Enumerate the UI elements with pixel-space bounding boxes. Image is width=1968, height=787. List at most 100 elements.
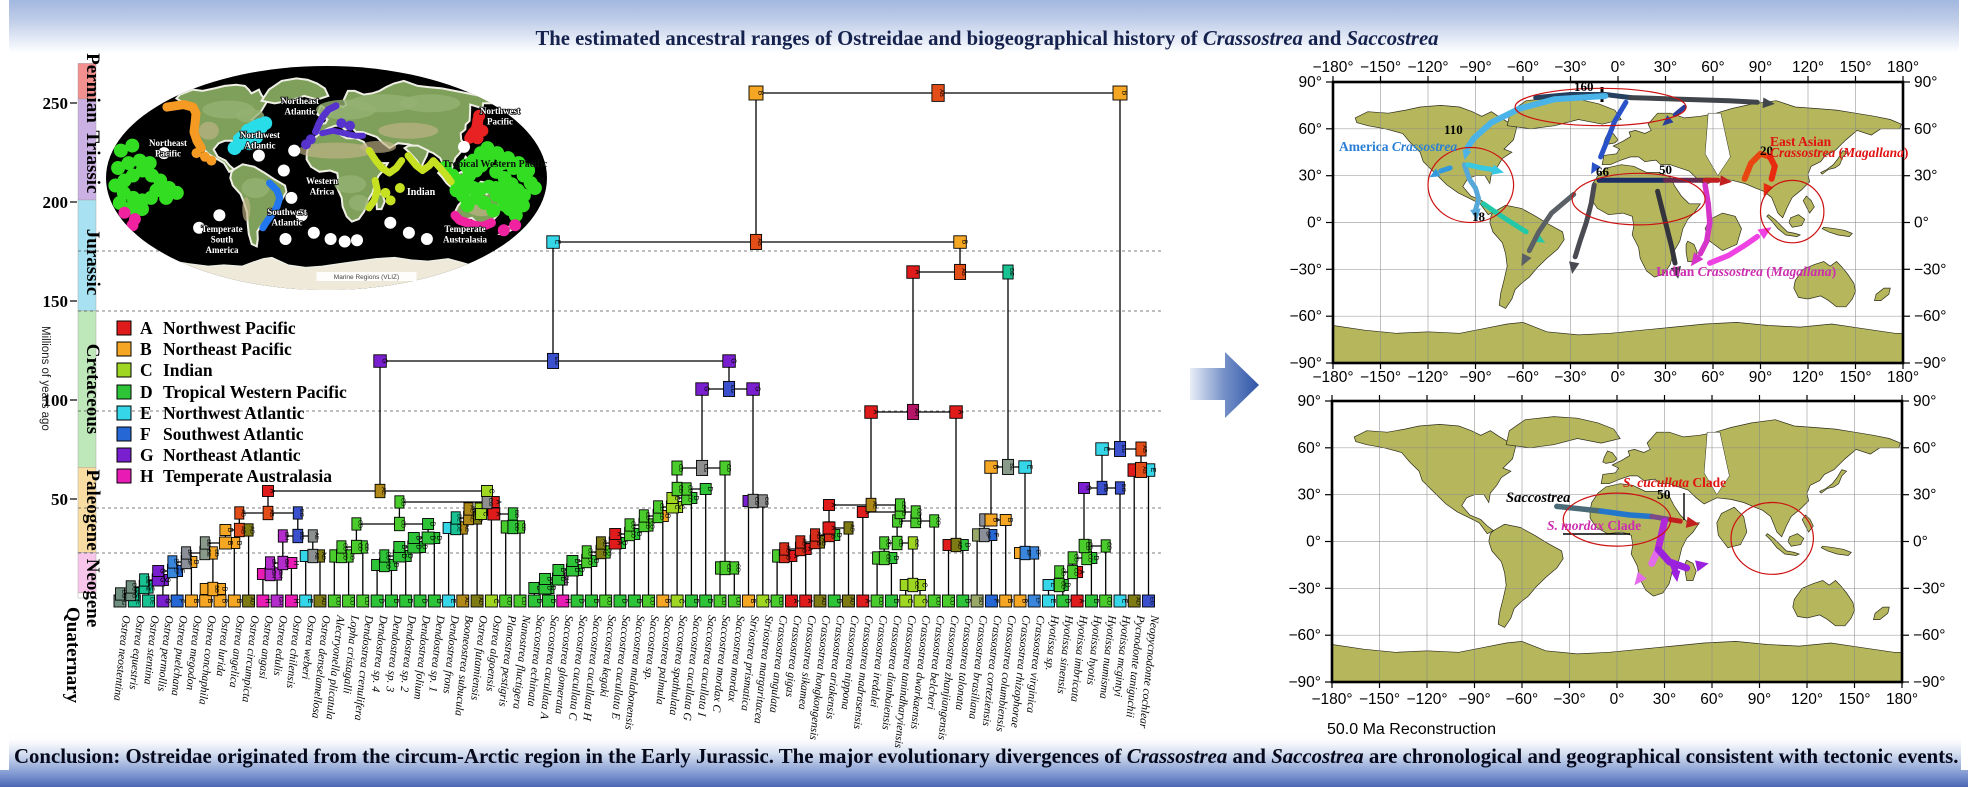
svg-text:D: D (592, 598, 599, 603)
svg-text:90°: 90° (1913, 393, 1936, 410)
svg-text:AD: AD (249, 526, 255, 534)
svg-text:Temperate Australasia: Temperate Australasia (163, 466, 332, 486)
svg-text:−60°: −60° (1913, 627, 1946, 644)
svg-text:30°: 30° (1653, 691, 1676, 708)
svg-text:A: A (957, 410, 964, 415)
svg-text:CG: CG (487, 498, 493, 506)
svg-text:Northeast Atlantic: Northeast Atlantic (163, 445, 301, 465)
svg-text:−120°: −120° (1406, 691, 1447, 708)
svg-text:CD: CD (687, 485, 693, 493)
svg-text:AB: AB (800, 545, 806, 553)
svg-text:160: 160 (1574, 79, 1594, 94)
svg-text:CD: CD (606, 548, 612, 556)
svg-text:DG: DG (131, 583, 137, 591)
svg-text:D: D (406, 598, 413, 603)
svg-text:D: D (1092, 598, 1099, 603)
svg-text:CD: CD (356, 543, 362, 551)
svg-text:CD: CD (934, 597, 940, 605)
svg-text:D: D (400, 544, 407, 549)
svg-text:E: E (554, 240, 561, 245)
svg-text:50.0 Ma Reconstruction: 50.0 Ma Reconstruction (1327, 721, 1496, 738)
svg-text:D: D (546, 576, 553, 581)
svg-text:E: E (449, 599, 456, 604)
svg-text:Marine Regions (VLIZ): Marine Regions (VLIZ) (334, 274, 399, 281)
svg-text:East Asian: East Asian (1770, 134, 1832, 149)
svg-text:CD: CD (884, 539, 890, 547)
svg-text:AB: AB (800, 538, 806, 546)
svg-text:DG: DG (120, 597, 126, 605)
svg-text:EF: EF (1025, 549, 1031, 557)
svg-text:D: D (835, 532, 842, 537)
svg-text:CD: CD (897, 517, 903, 525)
svg-text:0°: 0° (1306, 534, 1321, 551)
svg-text:G: G (163, 577, 170, 582)
svg-text:BF: BF (984, 531, 990, 539)
svg-text:CD: CD (1087, 542, 1093, 550)
svg-text:B: B (663, 599, 670, 604)
svg-text:CC: CC (913, 581, 919, 589)
svg-text:B: B (1006, 599, 1013, 604)
svg-text:90°: 90° (1298, 393, 1321, 410)
svg-text:Northwest Pacific: Northwest Pacific (163, 318, 296, 338)
svg-text:B: B (992, 518, 999, 523)
svg-text:AD: AD (956, 541, 962, 549)
svg-text:EF: EF (172, 558, 178, 566)
svg-text:0°: 0° (1611, 59, 1626, 76)
svg-text:BB: BB (213, 585, 219, 593)
svg-text:G: G (1085, 485, 1092, 490)
svg-text:−60°: −60° (1290, 308, 1323, 325)
svg-text:A: A (494, 512, 501, 517)
svg-text:−30°: −30° (1554, 369, 1587, 386)
svg-text:D: D (592, 558, 599, 563)
svg-text:18: 18 (1472, 209, 1486, 224)
svg-text:D: D (963, 598, 970, 603)
svg-text:DD: DD (513, 523, 519, 531)
svg-text:−90°: −90° (1289, 674, 1322, 691)
svg-text:C: C (921, 598, 928, 603)
svg-text:−60°: −60° (1506, 691, 1539, 708)
svg-text:F: F (178, 569, 185, 573)
svg-text:AE: AE (313, 552, 319, 560)
svg-text:Pacific: Pacific (155, 149, 181, 159)
svg-text:B: B (757, 91, 764, 96)
svg-text:D: D (549, 598, 556, 603)
svg-text:GH: GH (283, 532, 289, 540)
svg-text:EG: EG (553, 357, 559, 365)
svg-text:0°: 0° (1611, 369, 1626, 386)
svg-text:CD: CD (334, 597, 340, 605)
svg-text:D: D (429, 521, 436, 526)
svg-text:CD: CD (587, 557, 593, 565)
svg-text:G: G (754, 386, 761, 391)
svg-text:D: D (414, 535, 421, 540)
svg-text:C: C (678, 504, 685, 509)
svg-text:G: G (163, 598, 170, 603)
svg-text:AC: AC (871, 501, 877, 509)
svg-text:90°: 90° (1749, 369, 1772, 386)
svg-text:0°: 0° (1307, 215, 1322, 232)
svg-text:E: E (1049, 599, 1056, 604)
svg-text:AB: AB (239, 509, 245, 517)
svg-text:CD: CD (356, 520, 362, 528)
svg-text:DE: DE (149, 583, 155, 591)
svg-text:Permian: Permian (82, 53, 103, 123)
svg-text:60°: 60° (1701, 369, 1724, 386)
svg-text:CD: CD (677, 485, 683, 493)
svg-text:Northeast: Northeast (149, 138, 187, 148)
svg-text:DH: DH (563, 575, 569, 583)
svg-text:AB: AB (830, 531, 836, 539)
svg-text:A: A (269, 489, 276, 494)
svg-text:−150°: −150° (1359, 691, 1400, 708)
svg-text:0°: 0° (1913, 534, 1928, 551)
svg-text:CD: CD (777, 597, 783, 605)
svg-text:120°: 120° (1791, 691, 1823, 708)
svg-text:B: B (1006, 518, 1013, 523)
svg-text:D: D (535, 585, 542, 590)
svg-text:120°: 120° (1792, 59, 1824, 76)
svg-text:E: E (140, 403, 152, 423)
svg-text:AC: AC (469, 505, 475, 513)
svg-text:America Crassostrea: America Crassostrea (1339, 139, 1457, 154)
svg-text:Indian Crassostrea (Magallana): Indian Crassostrea (Magallana) (1656, 264, 1836, 279)
svg-text:GH: GH (270, 570, 276, 578)
svg-text:100: 100 (43, 391, 69, 410)
svg-text:A: A (616, 541, 623, 546)
